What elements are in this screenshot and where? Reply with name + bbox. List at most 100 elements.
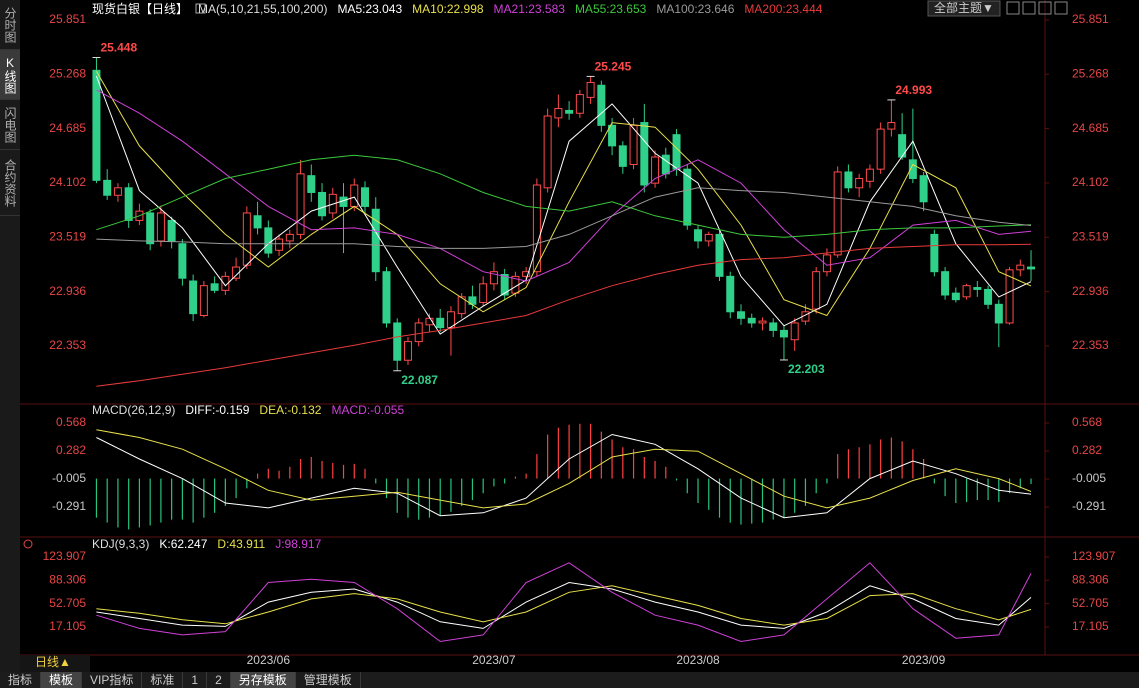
- legend-entry: MACD(26,12,9): [92, 403, 175, 417]
- legend-entry: DIFF:-0.159: [185, 403, 249, 417]
- y-tick-label: -0.291: [1072, 499, 1106, 513]
- y-tick-label: -0.005: [1072, 471, 1106, 485]
- candle-body: [103, 179, 112, 196]
- bottom-tab[interactable]: VIP指标: [82, 672, 143, 688]
- candle-body: [1005, 269, 1014, 324]
- y-tick-label: 88.306: [49, 572, 86, 586]
- candle-body: [242, 212, 251, 266]
- indicator-line: [96, 243, 1032, 387]
- indicator-line: [96, 89, 1032, 282]
- candle-body: [694, 229, 703, 242]
- legend-entry: MA100:23.646: [656, 2, 734, 16]
- candle-body: [844, 171, 853, 189]
- candle-body: [855, 177, 864, 189]
- y-tick-label: -0.291: [52, 499, 86, 513]
- candle-body: [779, 329, 788, 338]
- extreme-label: 22.087: [401, 373, 438, 387]
- candle-body: [253, 215, 262, 229]
- extreme-label: 25.245: [595, 60, 632, 74]
- candle-body: [318, 191, 327, 217]
- candle-body: [822, 254, 831, 273]
- bottom-tab[interactable]: 模板: [41, 672, 83, 688]
- bottom-tab[interactable]: 另存模板: [230, 672, 296, 688]
- indicator-line: [96, 585, 1032, 626]
- y-tick-label: 52.705: [49, 596, 86, 610]
- candle-body: [597, 84, 606, 126]
- candle-body: [1027, 266, 1036, 270]
- candle-body: [715, 233, 724, 277]
- tool-icon[interactable]: [1054, 1, 1068, 15]
- y-tick-label: 23.519: [49, 229, 86, 243]
- y-tick-label: 22.353: [1072, 338, 1109, 352]
- theme-button-box[interactable]: [927, 0, 1001, 17]
- legend-entry: DEA:-0.132: [259, 403, 321, 417]
- candle-body: [736, 311, 745, 319]
- indicator-line: [96, 562, 1032, 643]
- period-box: [20, 655, 90, 672]
- y-tick-label: 0.282: [1072, 443, 1102, 457]
- candle-body: [608, 124, 617, 147]
- bottom-tab[interactable]: 标准: [142, 672, 184, 688]
- candle-body: [973, 287, 982, 290]
- candle-body: [285, 233, 294, 242]
- indicator-line: [95, 75, 1032, 335]
- candle-body: [833, 171, 842, 256]
- candle-body: [651, 156, 660, 184]
- candle-body: [489, 271, 498, 285]
- candle-body: [672, 134, 681, 170]
- y-tick-label: 88.306: [1072, 572, 1109, 586]
- theme-button[interactable]: 全部主题▼: [934, 0, 994, 15]
- bottom-tab[interactable]: 管理模板: [296, 672, 361, 688]
- indicator-line: [96, 581, 1032, 629]
- extreme-label: 24.993: [895, 83, 932, 97]
- candle-body: [919, 175, 928, 203]
- tool-icon[interactable]: [1038, 1, 1052, 15]
- sidebar-tab[interactable]: 分时图: [0, 0, 20, 50]
- bottom-tab[interactable]: 2: [207, 672, 231, 688]
- sidebar-tab[interactable]: 合约资料: [0, 150, 20, 216]
- y-tick-label: 52.705: [1072, 596, 1109, 610]
- sidebar-tab[interactable]: 闪电图: [0, 100, 20, 150]
- legend-entry: 现货白银【日线】: [92, 1, 188, 16]
- candle-body: [403, 341, 412, 361]
- bottom-tab[interactable]: 1: [183, 672, 208, 688]
- tool-icon[interactable]: [1022, 1, 1036, 15]
- legend-entry: MA5:23.043: [337, 2, 402, 16]
- candle-body: [167, 219, 176, 242]
- legend-entry: MA(5,10,21,55,100,200): [198, 2, 327, 16]
- y-tick-label: 22.936: [49, 284, 86, 298]
- candle-body: [382, 271, 391, 324]
- candle-body: [425, 317, 434, 326]
- candle-body: [436, 317, 445, 329]
- period-button[interactable]: 日线▲: [35, 655, 71, 669]
- candle-body: [747, 317, 756, 324]
- y-tick-label: 25.268: [49, 66, 86, 80]
- y-tick-label: 23.519: [1072, 229, 1109, 243]
- candle-body: [930, 233, 939, 273]
- candle-body: [532, 184, 541, 273]
- sidebar-tab[interactable]: K线图: [0, 50, 20, 100]
- y-tick-label: 25.268: [1072, 66, 1109, 80]
- candle-body: [393, 322, 402, 361]
- y-tick-label: 22.936: [1072, 284, 1109, 298]
- bottom-tab[interactable]: 指标: [0, 672, 42, 688]
- candle-body: [994, 303, 1003, 324]
- candle-body: [618, 145, 627, 167]
- candle-body: [146, 212, 155, 245]
- candle-body: [479, 283, 488, 303]
- candle-body: [210, 283, 219, 291]
- candle-body: [683, 168, 692, 226]
- x-tick-label: 2023/08: [676, 653, 720, 667]
- candle-body: [640, 122, 649, 186]
- tool-icon[interactable]: [1006, 1, 1020, 15]
- x-tick-label: 2023/06: [247, 653, 291, 667]
- y-tick-label: 17.105: [1072, 619, 1109, 633]
- candle-body: [414, 322, 423, 343]
- candle-body: [565, 109, 574, 114]
- candle-body: [908, 159, 917, 179]
- legend-entry: MA10:22.998: [412, 2, 484, 16]
- candle-body: [296, 173, 305, 235]
- x-tick-label: 2023/09: [902, 653, 946, 667]
- candle-body: [758, 320, 767, 324]
- candle-body: [876, 128, 885, 170]
